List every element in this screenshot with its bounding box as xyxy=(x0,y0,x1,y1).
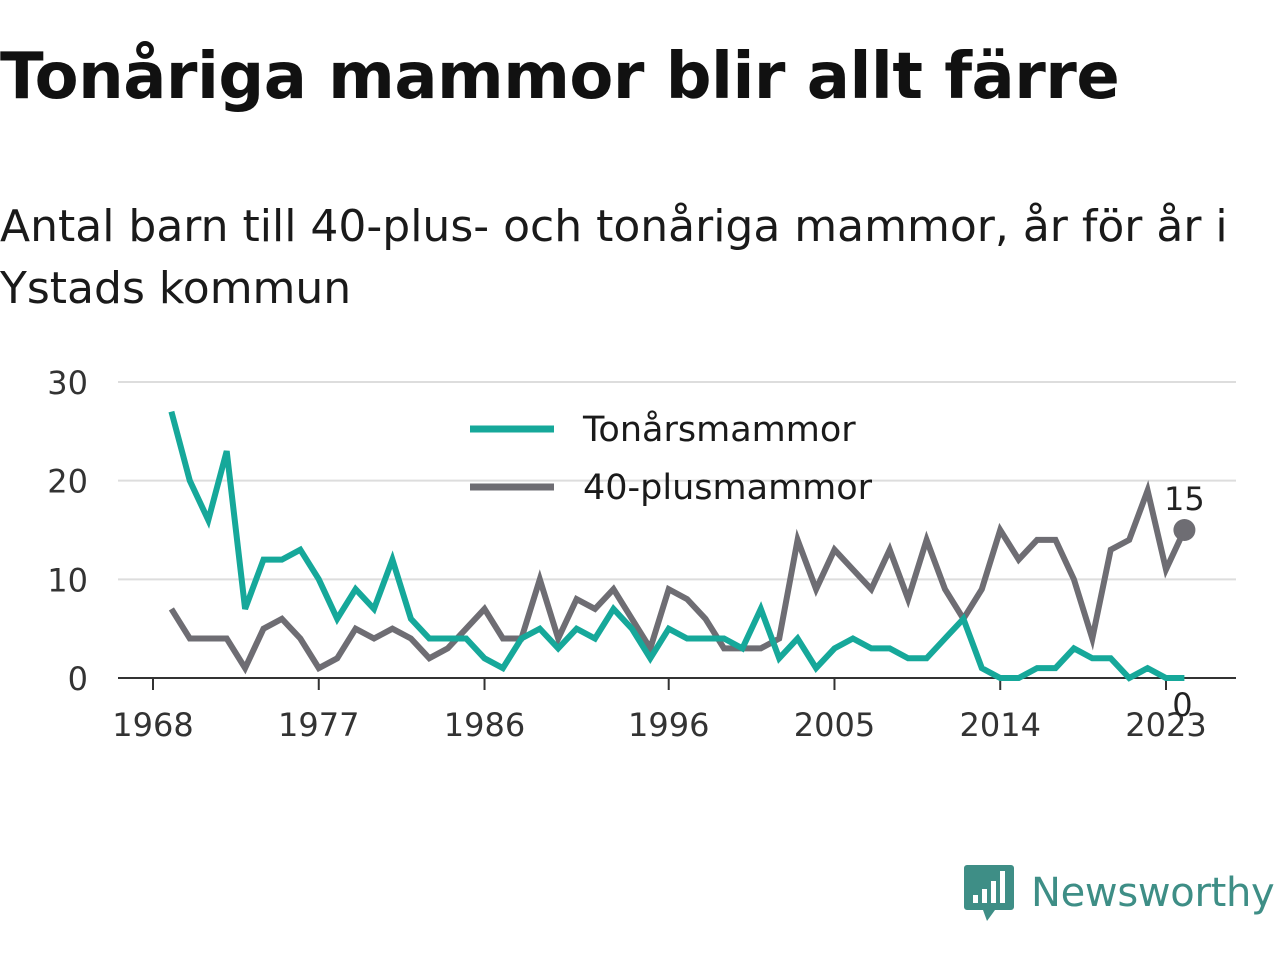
y-tick-label: 20 xyxy=(47,463,88,501)
legend-label: 40-plusmammor xyxy=(583,468,873,508)
y-tick-label: 30 xyxy=(47,364,88,402)
line-chart: 0 10 20 30 1968 1977 1986 1996 2005 2014 2023 15 0 To… xyxy=(47,364,1236,744)
x-tick-label: 1977 xyxy=(278,706,359,744)
y-tick-label: 10 xyxy=(47,561,88,599)
newsworthy-logo: Newsworthy xyxy=(963,862,1275,924)
end-label-tonarsmammor: 0 xyxy=(1172,686,1192,724)
series-line-tonarsmammor xyxy=(168,410,1185,682)
x-tick-label: 2023 xyxy=(1125,706,1206,744)
x-tick-label: 1968 xyxy=(112,706,193,744)
end-point-fortyplusmammor xyxy=(1173,519,1196,541)
y-tick-label: 0 xyxy=(68,660,88,698)
x-tick-label: 2014 xyxy=(960,706,1041,744)
x-tick-label: 2005 xyxy=(794,706,875,744)
legend-label: Tonårsmammor xyxy=(582,409,856,450)
end-label-fortyplusmammor: 15 xyxy=(1164,480,1205,518)
series-line-fortyplusmammor xyxy=(168,480,1188,675)
x-tick-label: 1986 xyxy=(444,706,525,744)
chart-subtitle: Antal barn till 40-plus- och tonåriga ma… xyxy=(0,201,1228,314)
x-tick-label: 1996 xyxy=(628,706,709,744)
brand-name: Newsworthy xyxy=(1031,870,1275,916)
newsworthy-chart-icon xyxy=(964,865,1014,921)
chart-title: Tonåriga mammor blir allt färre xyxy=(0,40,1120,114)
